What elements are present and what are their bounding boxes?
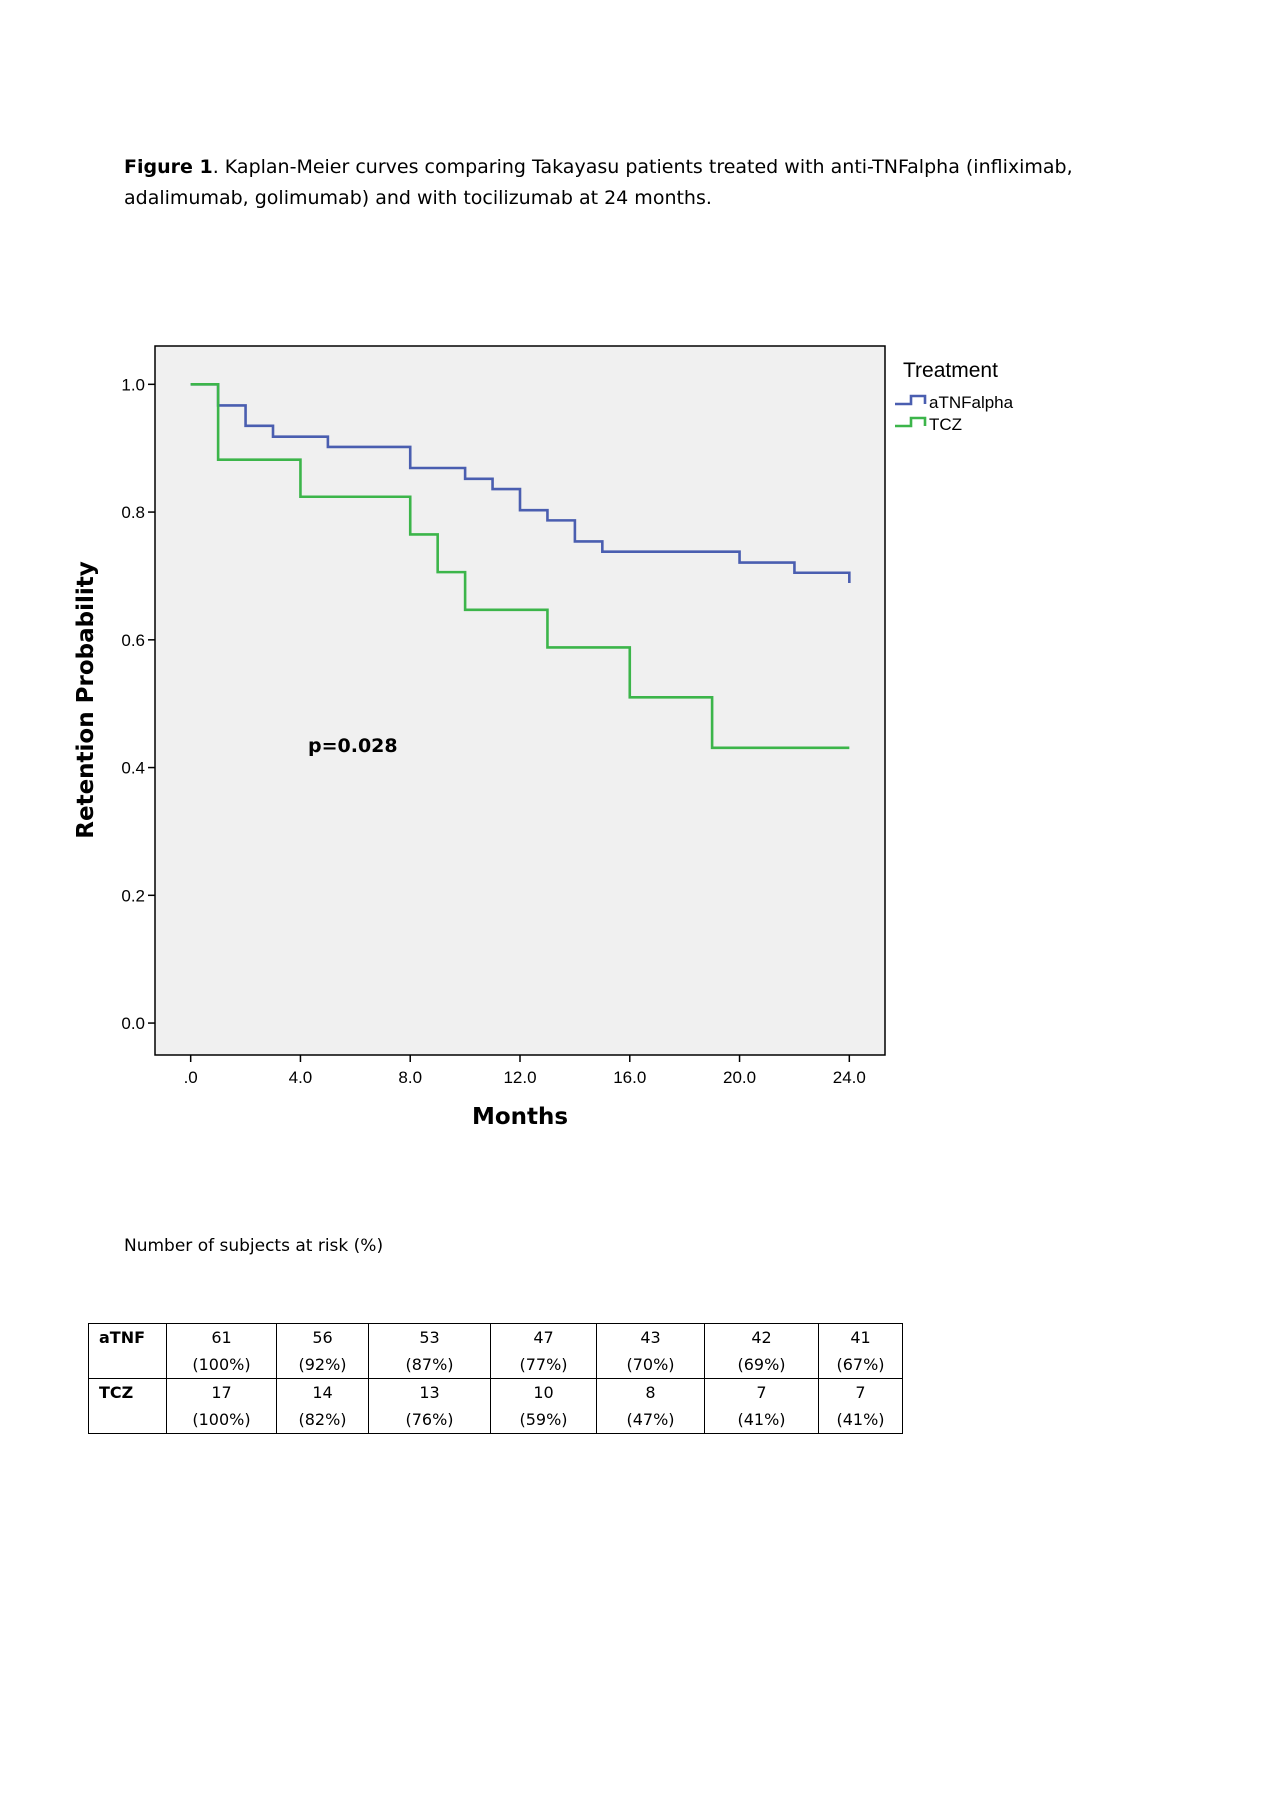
risk-count: 10: [533, 1383, 554, 1402]
risk-count: 43: [640, 1328, 661, 1347]
risk-row-label: TCZ: [88, 1378, 167, 1434]
risk-cell: 7 (41%): [704, 1378, 819, 1434]
x-tick-label: 4.0: [289, 1068, 313, 1087]
risk-cell: 8 (47%): [596, 1378, 705, 1434]
legend-label: TCZ: [929, 415, 962, 434]
x-tick-label: 16.0: [613, 1068, 646, 1087]
risk-percent: (87%): [405, 1355, 454, 1374]
risk-count: 7: [855, 1383, 866, 1402]
x-tick-label: 20.0: [723, 1068, 756, 1087]
risk-count: 14: [312, 1383, 333, 1402]
legend-swatch: [895, 416, 927, 428]
risk-percent: (70%): [626, 1355, 675, 1374]
legend-item-atnfalpha: aTNFalpha: [895, 393, 1014, 412]
figure-label: Figure 1: [124, 156, 213, 178]
legend-item-tcz: TCZ: [895, 415, 962, 434]
risk-percent: (82%): [298, 1410, 347, 1429]
p-value-annotation: p=0.028: [308, 735, 398, 757]
risk-table-title: Number of subjects at risk (%): [124, 1236, 384, 1256]
y-axis: 0.0 0.2 0.4 0.6 0.8 1.0: [121, 375, 155, 1033]
risk-cell: 56 (92%): [276, 1323, 369, 1379]
y-tick-label: 0.8: [121, 503, 145, 522]
risk-percent: (69%): [737, 1355, 786, 1374]
x-axis-label: Months: [472, 1104, 568, 1130]
risk-cell: 13 (76%): [368, 1378, 491, 1434]
risk-percent: (77%): [519, 1355, 568, 1374]
risk-percent: (100%): [192, 1355, 251, 1374]
y-tick-label: 0.0: [121, 1014, 145, 1033]
risk-count: 13: [419, 1383, 440, 1402]
risk-row-atnf: aTNF 61 (100%) 56 (92%) 53 (87%) 47 (77%) 43 (70%)…: [88, 1323, 903, 1379]
x-tick-label: 12.0: [503, 1068, 536, 1087]
risk-cell: 53 (87%): [368, 1323, 491, 1379]
y-tick-label: 0.4: [121, 759, 145, 778]
legend-title: Treatment: [903, 359, 998, 382]
risk-count: 17: [211, 1383, 232, 1402]
risk-count: 56: [312, 1328, 333, 1347]
risk-row-tcz: TCZ 17 (100%) 14 (82%) 13 (76%) 10 (59%) 8 (47%) 7 (…: [88, 1378, 903, 1434]
risk-count: 42: [751, 1328, 772, 1347]
risk-count: 8: [645, 1383, 656, 1402]
y-axis-label: Retention Probability: [73, 561, 99, 838]
risk-cell: 17 (100%): [166, 1378, 277, 1434]
risk-percent: (76%): [405, 1410, 454, 1429]
series-line-atnfalpha: [190, 383, 851, 583]
y-tick-label: 0.6: [121, 631, 145, 650]
kaplan-meier-chart: 0.0 0.2 0.4 0.6 0.8 1.0 .0 4.0 8.0 12.0 16.0 20.0 2…: [73, 345, 1014, 1130]
x-tick-label: 8.0: [398, 1068, 422, 1087]
risk-cell: 42 (69%): [704, 1323, 819, 1379]
risk-cell: 61 (100%): [166, 1323, 277, 1379]
risk-cell: 43 (70%): [596, 1323, 705, 1379]
legend: aTNFalpha TCZ: [895, 393, 1014, 434]
x-tick-label: .0: [184, 1068, 198, 1087]
risk-count: 47: [533, 1328, 554, 1347]
risk-count: 53: [419, 1328, 440, 1347]
risk-cell: 14 (82%): [276, 1378, 369, 1434]
figure-caption: Figure 1. Kaplan-Meier curves comparing …: [124, 152, 1084, 214]
risk-percent: (47%): [626, 1410, 675, 1429]
risk-cell: 47 (77%): [490, 1323, 597, 1379]
risk-percent: (92%): [298, 1355, 347, 1374]
series-line-tcz: [190, 383, 850, 750]
risk-count: 41: [850, 1328, 871, 1347]
risk-cell: 10 (59%): [490, 1378, 597, 1434]
x-axis: .0 4.0 8.0 12.0 16.0 20.0 24.0: [184, 1055, 866, 1087]
risk-cell: 41 (67%): [818, 1323, 903, 1379]
risk-count: 7: [756, 1383, 767, 1402]
figure-caption-text: . Kaplan-Meier curves comparing Takayasu…: [124, 156, 1073, 209]
risk-percent: (41%): [836, 1410, 885, 1429]
legend-swatch: [895, 394, 927, 406]
risk-count: 61: [211, 1328, 232, 1347]
risk-percent: (67%): [836, 1355, 885, 1374]
risk-percent: (59%): [519, 1410, 568, 1429]
risk-table: aTNF 61 (100%) 56 (92%) 53 (87%) 47 (77%) 43 (70%)…: [88, 1323, 903, 1434]
y-tick-label: 0.2: [121, 886, 145, 905]
risk-percent: (100%): [192, 1410, 251, 1429]
survival-curves: [190, 383, 851, 750]
x-tick-label: 24.0: [833, 1068, 866, 1087]
y-tick-label: 1.0: [121, 375, 145, 394]
risk-cell: 7 (41%): [818, 1378, 903, 1434]
risk-row-label: aTNF: [88, 1323, 167, 1379]
legend-label: aTNFalpha: [929, 393, 1014, 412]
risk-percent: (41%): [737, 1410, 786, 1429]
plot-area: [154, 345, 886, 1056]
